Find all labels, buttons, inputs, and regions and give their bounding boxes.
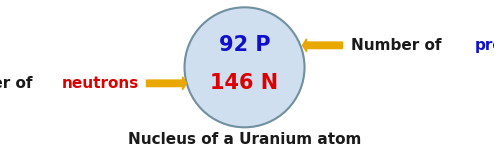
FancyArrow shape xyxy=(302,39,342,52)
Text: Nucleus of a Uranium atom: Nucleus of a Uranium atom xyxy=(128,132,361,147)
Text: Number of: Number of xyxy=(0,76,38,91)
FancyArrow shape xyxy=(147,77,187,90)
Text: neutrons: neutrons xyxy=(61,76,138,91)
Text: 92 P: 92 P xyxy=(219,35,270,55)
Ellipse shape xyxy=(185,7,304,127)
Text: protons: protons xyxy=(475,38,494,53)
Text: 146 N: 146 N xyxy=(210,73,279,93)
Text: Number of: Number of xyxy=(351,38,446,53)
